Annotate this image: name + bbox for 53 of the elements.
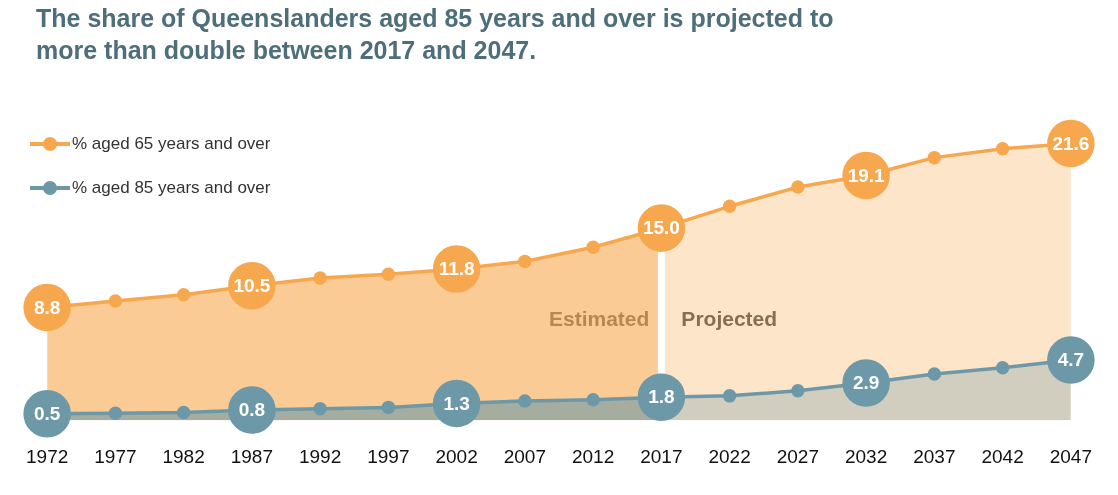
x-tick-label: 2042	[981, 445, 1024, 467]
point	[927, 150, 942, 165]
point	[927, 367, 942, 381]
point	[108, 406, 123, 420]
x-tick-label: 1992	[298, 445, 342, 467]
data-label: 8.8	[33, 296, 61, 318]
point	[722, 199, 737, 214]
annotation: Estimated	[549, 306, 650, 330]
data-label: 21.6	[1052, 132, 1090, 154]
x-tick-label: 2047	[1049, 445, 1093, 467]
data-label: 1.3	[443, 392, 470, 414]
x-tick-label: 2032	[844, 445, 888, 467]
x-tick-label: 1977	[94, 445, 137, 467]
point	[381, 267, 396, 281]
x-tick-label: 1997	[367, 445, 410, 467]
data-label: 0.8	[238, 399, 266, 421]
annotation: Projected	[681, 306, 778, 330]
point	[518, 394, 532, 408]
chart-title: The share of Queenslanders aged 85 years and over is projected to more than double between 2017 and 2047.	[36, 3, 835, 66]
data-label: 11.8	[438, 258, 475, 280]
point	[791, 383, 805, 398]
point	[722, 389, 737, 403]
point	[995, 141, 1010, 156]
point	[381, 400, 396, 415]
data-label: 19.1	[847, 164, 886, 186]
x-tick-label: 2022	[708, 445, 751, 467]
point	[586, 392, 600, 407]
data-label: 1.8	[648, 386, 675, 408]
data-label: 2.9	[852, 372, 880, 394]
x-tick-label: 1982	[162, 445, 205, 467]
point	[313, 271, 327, 285]
x-tick-label: 1987	[230, 445, 274, 467]
point	[176, 287, 191, 302]
data-label: 0.5	[33, 403, 61, 425]
x-tick-label: 1972	[25, 445, 69, 467]
point	[313, 401, 327, 416]
legend-label: % aged 85 years and over	[72, 178, 271, 198]
data-label: 10.5	[233, 274, 271, 296]
point	[791, 180, 805, 194]
point	[108, 294, 123, 308]
x-tick-label: 2002	[435, 445, 478, 467]
x-tick-label: 2037	[913, 445, 956, 467]
legend-label: % aged 65 years and over	[72, 134, 271, 154]
x-tick-label: 2012	[571, 445, 615, 467]
point	[518, 254, 532, 269]
data-label: 4.7	[1057, 349, 1085, 371]
point	[176, 405, 191, 420]
x-tick-label: 2007	[503, 445, 547, 467]
x-tick-label: 2017	[640, 445, 683, 467]
x-tick-label: 2027	[776, 445, 820, 467]
data-label: 15.0	[642, 217, 680, 239]
point	[586, 240, 600, 255]
point	[995, 360, 1010, 375]
